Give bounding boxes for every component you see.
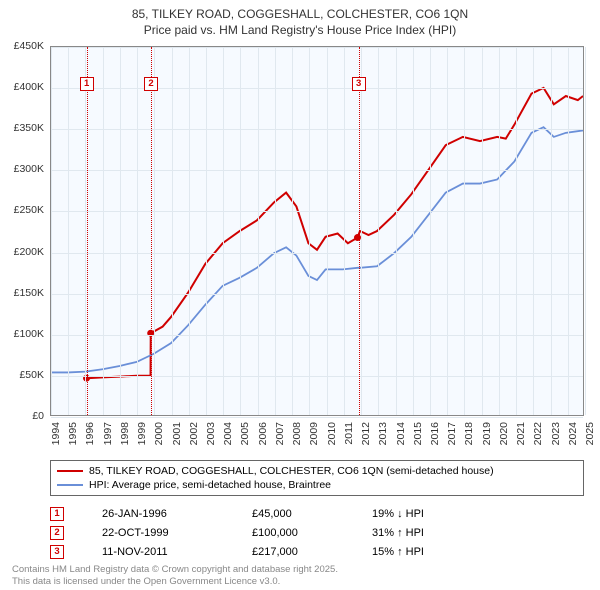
y-tick: £250K: [14, 204, 44, 216]
y-tick: £150K: [14, 287, 44, 299]
x-tick: 2001: [171, 422, 183, 445]
legend-item: HPI: Average price, semi-detached house,…: [57, 478, 577, 492]
footer-attribution: Contains HM Land Registry data © Crown c…: [12, 564, 338, 588]
sale-pct: 31% ↑ HPI: [372, 527, 492, 539]
x-tick: 2005: [239, 422, 251, 445]
line-plot: [51, 47, 583, 415]
x-tick: 2019: [481, 422, 493, 445]
x-tick: 2007: [274, 422, 286, 445]
legend: 85, TILKEY ROAD, COGGESHALL, COLCHESTER,…: [50, 460, 584, 496]
legend-swatch: [57, 484, 83, 486]
x-tick: 2000: [153, 422, 165, 445]
x-tick: 2021: [515, 422, 527, 445]
sale-price: £45,000: [252, 508, 372, 520]
x-tick: 1996: [84, 422, 96, 445]
plot-area: 1 2 3: [50, 46, 584, 416]
x-tick: 2008: [291, 422, 303, 445]
title-line1: 85, TILKEY ROAD, COGGESHALL, COLCHESTER,…: [10, 6, 590, 22]
x-tick: 1999: [136, 422, 148, 445]
legend-item: 85, TILKEY ROAD, COGGESHALL, COLCHESTER,…: [57, 464, 577, 478]
x-tick: 2003: [205, 422, 217, 445]
x-tick: 2015: [412, 422, 424, 445]
x-tick: 2010: [326, 422, 338, 445]
x-tick: 2006: [257, 422, 269, 445]
x-axis: 1994 1995 1996 1997 1998 1999 2000 2001 2002 2003…: [50, 418, 584, 458]
sales-table: 1 26-JAN-1996£45,00019% ↓ HPI 2 22-OCT-1999…: [50, 504, 584, 561]
x-tick: 2017: [446, 422, 458, 445]
sale-price: £217,000: [252, 546, 372, 558]
sale-date: 11-NOV-2011: [102, 546, 252, 558]
y-tick: £50K: [19, 369, 44, 381]
sale-row-marker: 1: [50, 507, 64, 521]
sale-marker-1: 1: [80, 77, 94, 91]
x-tick: 2020: [498, 422, 510, 445]
sale-row: 1 26-JAN-1996£45,00019% ↓ HPI: [50, 504, 584, 523]
legend-swatch: [57, 470, 83, 472]
sale-row-marker: 2: [50, 526, 64, 540]
x-tick: 2011: [343, 422, 355, 445]
sale-date: 22-OCT-1999: [102, 527, 252, 539]
title-line2: Price paid vs. HM Land Registry's House …: [10, 22, 590, 38]
y-axis: £0£50K£100K£150K£200K£250K£300K£350K£400…: [0, 46, 46, 416]
x-tick: 2009: [308, 422, 320, 445]
y-tick: £100K: [14, 328, 44, 340]
x-tick: 1995: [67, 422, 79, 445]
x-tick: 2024: [567, 422, 579, 445]
x-tick: 2018: [463, 422, 475, 445]
sale-row: 2 22-OCT-1999£100,00031% ↑ HPI: [50, 523, 584, 542]
y-tick: £200K: [14, 246, 44, 258]
chart-title: 85, TILKEY ROAD, COGGESHALL, COLCHESTER,…: [0, 0, 600, 40]
x-tick: 2022: [532, 422, 544, 445]
sale-pct: 19% ↓ HPI: [372, 508, 492, 520]
y-tick: £350K: [14, 122, 44, 134]
x-tick: 2025: [584, 422, 596, 445]
footer-line1: Contains HM Land Registry data © Crown c…: [12, 564, 338, 576]
y-tick: £450K: [14, 40, 44, 52]
sale-row-marker: 3: [50, 545, 64, 559]
footer-line2: This data is licensed under the Open Gov…: [12, 576, 338, 588]
y-tick: £300K: [14, 163, 44, 175]
x-tick: 2023: [550, 422, 562, 445]
sale-marker-2: 2: [144, 77, 158, 91]
x-tick: 1997: [102, 422, 114, 445]
y-tick: £400K: [14, 81, 44, 93]
sale-marker-3: 3: [352, 77, 366, 91]
x-tick: 1994: [50, 422, 62, 445]
sale-row: 3 11-NOV-2011£217,00015% ↑ HPI: [50, 542, 584, 561]
x-tick: 2013: [377, 422, 389, 445]
y-tick: £0: [32, 410, 44, 422]
x-tick: 2012: [360, 422, 372, 445]
x-tick: 1998: [119, 422, 131, 445]
x-tick: 2014: [395, 422, 407, 445]
sale-price: £100,000: [252, 527, 372, 539]
legend-label: HPI: Average price, semi-detached house,…: [89, 479, 331, 491]
x-tick: 2016: [429, 422, 441, 445]
x-tick: 2002: [188, 422, 200, 445]
x-tick: 2004: [222, 422, 234, 445]
legend-label: 85, TILKEY ROAD, COGGESHALL, COLCHESTER,…: [89, 465, 494, 477]
sale-pct: 15% ↑ HPI: [372, 546, 492, 558]
sale-date: 26-JAN-1996: [102, 508, 252, 520]
